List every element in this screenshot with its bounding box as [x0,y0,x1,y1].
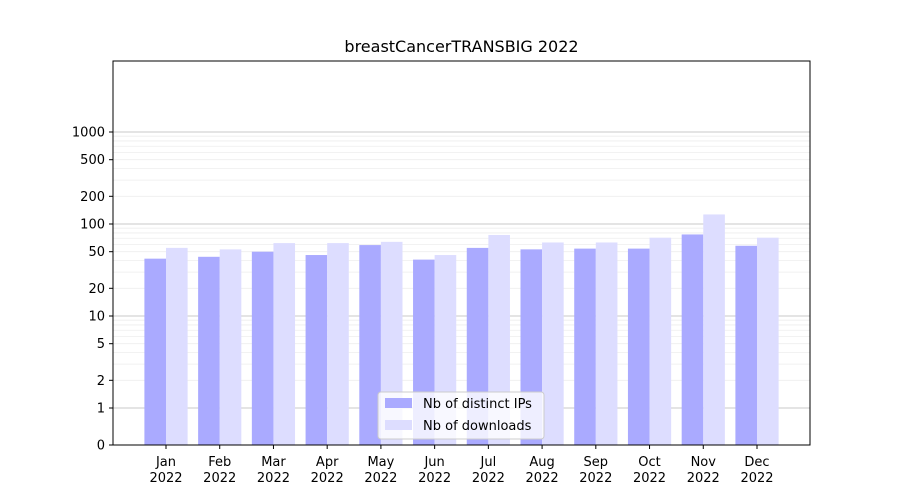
y-tick-label: 50 [88,245,105,260]
bar-ips [359,245,381,445]
bar-downloads [542,242,564,445]
y-tick-label: 20 [88,282,105,297]
bar-downloads [757,237,779,445]
bar-downloads [649,237,672,445]
x-tick-label: Apr 2022 [311,455,344,486]
bar-ips [198,256,220,445]
x-tick-label: May 2022 [364,455,397,486]
legend-swatch-downloads [385,420,412,430]
y-tick-label: 1 [97,402,105,417]
x-axis: Jan 2022 Feb 2022 Mar 2022 Apr 2022 May 2022 Jun 20… [149,445,774,486]
bar-ips [251,251,274,445]
bar-downloads [166,247,188,445]
bar-ips [574,248,596,445]
x-tick-label: Nov 2022 [687,455,720,486]
y-tick-label: 10 [88,310,105,325]
bar-downloads [327,243,349,445]
bar-ips [681,234,704,445]
legend-swatch-ips [385,398,412,408]
x-tick-label: Mar 2022 [257,455,290,486]
x-tick-label: Sep 2022 [579,455,612,486]
y-tick-label: 5 [97,337,105,352]
y-tick-label: 500 [80,153,105,168]
bar-downloads [595,242,618,445]
bar-downloads [273,243,296,445]
y-tick-label: 1000 [72,126,105,141]
x-tick-label: Jul 2022 [472,455,505,486]
chart-title: breastCancerTRANSBIG 2022 [344,37,578,56]
bar-ips [144,258,166,445]
y-tick-label: 100 [80,218,105,233]
x-tick-label: Aug 2022 [526,455,559,486]
x-tick-label: Feb 2022 [203,455,236,486]
bar-ips [735,245,757,445]
x-tick-label: Jan 2022 [149,455,182,486]
legend-label-ips: Nb of distinct IPs [423,397,532,412]
x-tick-label: Dec 2022 [740,455,773,486]
y-tick-label: 2 [97,374,105,389]
bar-ips [627,248,650,445]
bar-downloads [703,214,725,445]
legend-box [377,391,545,440]
y-axis: 0 1 2 5 10 20 50 100 200 500 1000 [72,126,113,454]
bar-ips [305,255,328,445]
x-tick-label: Oct 2022 [633,455,666,486]
legend: Nb of distinct IPs Nb of downloads [377,391,545,440]
bar-downloads [219,249,242,445]
legend-label-downloads: Nb of downloads [423,419,532,434]
plot-frame [112,60,811,446]
y-tick-label: 200 [80,190,105,205]
x-tick-label: Jun 2022 [418,455,451,486]
y-tick-label: 0 [97,439,105,454]
